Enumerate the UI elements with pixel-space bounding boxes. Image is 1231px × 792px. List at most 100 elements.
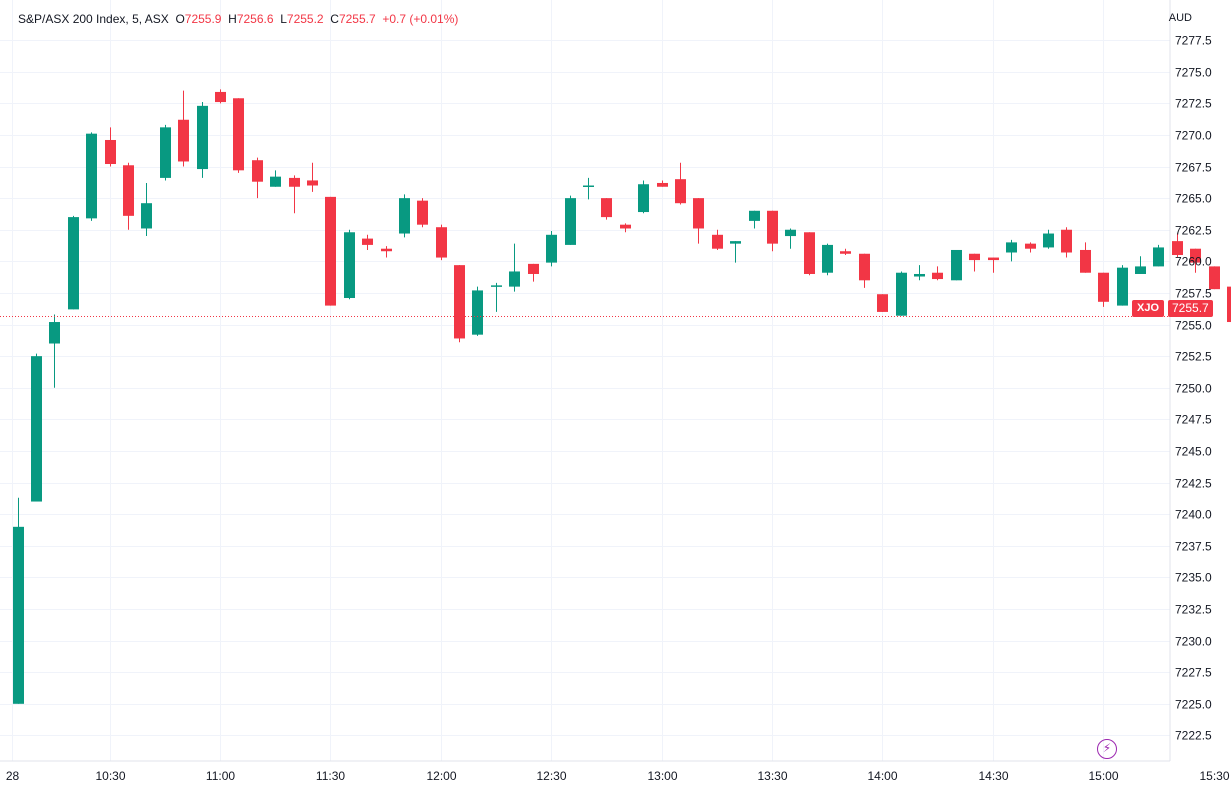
candle <box>1098 272 1109 307</box>
candle <box>583 177 594 200</box>
candle-body <box>859 253 870 281</box>
candle <box>1080 242 1091 273</box>
candle-body <box>1006 242 1017 253</box>
time-axis[interactable]: 28 10:30 11:00 11:30 12:00 12:30 13:00 13:30 14:… <box>6 769 1231 783</box>
close-value: 7255.7 <box>338 12 376 26</box>
candle <box>1227 286 1231 323</box>
y-tick-label: 7240.0 <box>1175 508 1212 522</box>
candle <box>1043 229 1054 249</box>
candle <box>381 246 392 258</box>
candle-body <box>657 182 668 187</box>
candles <box>13 89 1231 704</box>
candle <box>657 180 668 187</box>
candle-body <box>804 232 815 274</box>
candle-body <box>546 234 557 263</box>
open-value: 7255.9 <box>184 12 222 26</box>
candle <box>1172 233 1183 258</box>
candle <box>620 223 631 233</box>
x-tick-label: 15:00 <box>1088 769 1118 783</box>
currency-label: AUD <box>1168 12 1192 24</box>
y-tick-label: 7267.5 <box>1175 161 1212 175</box>
candle <box>528 263 539 282</box>
candle <box>712 229 723 250</box>
candle-body <box>932 272 943 280</box>
y-tick-label: 7262.5 <box>1175 224 1212 238</box>
y-tick-label: 7232.5 <box>1175 603 1212 617</box>
candle-body <box>1135 266 1146 274</box>
symbol-title: S&P/ASX 200 Index, 5, ASX <box>18 12 169 26</box>
candle-body <box>1098 272 1109 302</box>
candle <box>417 198 428 228</box>
candle <box>289 175 300 214</box>
candle <box>105 127 116 167</box>
candle <box>1117 265 1128 306</box>
candle <box>1025 242 1036 253</box>
candle <box>822 243 833 276</box>
candle <box>1209 266 1220 290</box>
x-tick-label: 13:30 <box>757 769 787 783</box>
candle-body <box>123 165 134 216</box>
y-tick-label: 7250.0 <box>1175 382 1212 396</box>
candle-body <box>362 238 373 245</box>
y-tick-label: 7255.0 <box>1175 319 1212 333</box>
x-tick-label: 15:30 <box>1199 769 1229 783</box>
candle-body <box>233 98 244 171</box>
candle-body <box>896 272 907 316</box>
candle <box>307 162 318 192</box>
candle-body <box>491 285 502 287</box>
candle <box>325 196 336 306</box>
candle-body <box>1117 267 1128 306</box>
candle <box>160 124 171 181</box>
lightning-icon[interactable]: ⚡ <box>1097 739 1117 759</box>
candle <box>601 198 612 220</box>
candle <box>123 162 134 230</box>
candle <box>436 224 447 261</box>
candle-body <box>307 180 318 186</box>
candle-body <box>417 200 428 225</box>
candle <box>270 170 281 187</box>
candle-body <box>454 265 465 339</box>
candle-body <box>344 232 355 299</box>
candle-body <box>951 249 962 281</box>
candle-body <box>178 119 189 162</box>
x-tick-label: 12:00 <box>426 769 456 783</box>
candle <box>252 157 263 199</box>
candle <box>233 98 244 173</box>
candle-body <box>1025 243 1036 249</box>
candle-body <box>13 526 24 704</box>
y-tick-label: 7242.5 <box>1175 477 1212 491</box>
candle-body <box>877 294 888 312</box>
y-tick-label: 7225.0 <box>1175 698 1212 712</box>
candle-body <box>325 196 336 306</box>
candle <box>951 249 962 281</box>
price-axis[interactable]: 7222.5 7225.0 7227.5 7230.0 7232.5 7235.0 7237… <box>1175 34 1212 743</box>
candle-body <box>49 322 60 344</box>
candle-body <box>583 185 594 187</box>
candle <box>1006 239 1017 262</box>
candle <box>785 228 796 249</box>
candle-body <box>399 198 410 234</box>
candle-body <box>785 229 796 237</box>
x-tick-label: 14:30 <box>978 769 1008 783</box>
candle <box>197 102 208 178</box>
candle <box>13 497 24 704</box>
candle-body <box>565 198 576 245</box>
candle <box>362 234 373 250</box>
y-tick-label: 7272.5 <box>1175 97 1212 111</box>
high-value: 7256.6 <box>236 12 274 26</box>
candle-body <box>160 127 171 178</box>
candle <box>969 253 980 272</box>
candle-body <box>767 210 778 244</box>
candle-body <box>252 160 263 182</box>
candle <box>840 248 851 256</box>
candle <box>215 89 226 104</box>
candle <box>68 215 79 310</box>
x-tick-label: 13:00 <box>647 769 677 783</box>
candle <box>730 241 741 263</box>
candle <box>1061 227 1072 258</box>
candle-body <box>1227 286 1231 323</box>
candle <box>178 90 189 167</box>
ticker-tag: XJO <box>1132 300 1165 317</box>
candle-body <box>1080 249 1091 273</box>
